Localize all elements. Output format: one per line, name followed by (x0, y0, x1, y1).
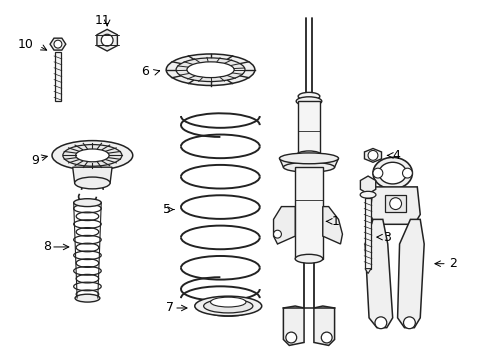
Circle shape (321, 332, 331, 343)
Circle shape (402, 168, 411, 178)
Polygon shape (283, 306, 304, 345)
Text: 3: 3 (382, 231, 390, 244)
Polygon shape (365, 269, 370, 274)
Ellipse shape (372, 157, 411, 189)
Text: 7: 7 (166, 301, 174, 315)
Bar (384, 195, 406, 212)
Polygon shape (369, 187, 419, 224)
Bar (365, 198, 370, 269)
Ellipse shape (283, 162, 334, 172)
Ellipse shape (360, 191, 375, 198)
Ellipse shape (296, 97, 321, 106)
Polygon shape (298, 101, 319, 156)
Polygon shape (97, 30, 117, 51)
Polygon shape (279, 158, 338, 167)
Ellipse shape (378, 162, 406, 184)
Ellipse shape (203, 299, 252, 313)
Text: 11: 11 (94, 14, 110, 27)
Polygon shape (295, 167, 322, 259)
Ellipse shape (298, 93, 319, 100)
Text: 9: 9 (31, 154, 39, 167)
Circle shape (389, 198, 401, 210)
Ellipse shape (74, 199, 101, 207)
Ellipse shape (295, 254, 322, 263)
Circle shape (372, 168, 382, 178)
Bar (55, 52, 61, 101)
Circle shape (285, 332, 296, 343)
Polygon shape (313, 306, 334, 345)
Circle shape (367, 150, 377, 160)
Circle shape (403, 317, 414, 329)
Polygon shape (360, 176, 375, 194)
Text: 2: 2 (448, 257, 456, 270)
Ellipse shape (75, 177, 110, 189)
Ellipse shape (279, 153, 338, 164)
Polygon shape (322, 207, 342, 244)
Polygon shape (397, 219, 423, 328)
Text: 1: 1 (331, 215, 339, 228)
Text: 8: 8 (43, 240, 51, 253)
Ellipse shape (296, 151, 321, 160)
Text: 4: 4 (392, 149, 400, 162)
Polygon shape (273, 207, 295, 244)
Ellipse shape (210, 297, 245, 307)
Text: 5: 5 (163, 203, 171, 216)
Ellipse shape (63, 145, 122, 166)
Ellipse shape (76, 149, 109, 162)
Ellipse shape (75, 294, 100, 302)
Polygon shape (73, 167, 112, 183)
Polygon shape (365, 219, 392, 328)
Circle shape (101, 34, 113, 46)
Circle shape (54, 40, 62, 48)
Ellipse shape (186, 62, 234, 78)
Circle shape (273, 230, 281, 238)
Ellipse shape (176, 58, 244, 82)
Ellipse shape (52, 141, 132, 170)
Ellipse shape (194, 296, 261, 316)
Text: 6: 6 (142, 65, 149, 78)
Polygon shape (364, 148, 381, 162)
Circle shape (374, 317, 386, 329)
Text: 10: 10 (18, 38, 33, 51)
Ellipse shape (166, 54, 254, 85)
Polygon shape (50, 38, 66, 50)
